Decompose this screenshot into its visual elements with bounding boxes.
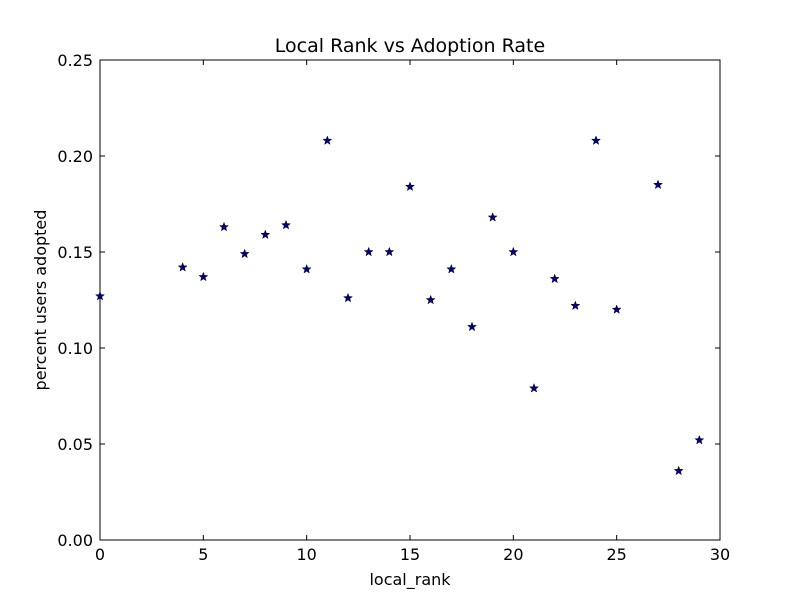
data-point xyxy=(466,321,478,332)
data-point xyxy=(487,212,498,222)
data-point xyxy=(425,294,436,305)
data-point xyxy=(508,246,519,257)
data-point xyxy=(590,135,602,145)
x-tick-label: 30 xyxy=(710,545,730,564)
data-point xyxy=(673,465,684,476)
y-tick-label: 0.05 xyxy=(57,435,93,454)
x-tick-label: 15 xyxy=(400,545,420,564)
data-point xyxy=(260,229,271,240)
y-axis-ticks: 0.00 0.05 0.10 0.15 0.20 0.25 xyxy=(57,51,720,550)
data-point xyxy=(177,262,188,272)
data-point xyxy=(239,248,250,259)
data-point xyxy=(611,304,622,314)
x-tick-label: 5 xyxy=(198,545,208,564)
data-point xyxy=(652,179,664,190)
data-point xyxy=(404,181,416,192)
plot-area-frame xyxy=(99,59,721,541)
data-point xyxy=(342,292,354,303)
data-point xyxy=(446,263,457,274)
y-tick-label: 0.10 xyxy=(57,339,93,358)
y-axis-label: percent users adopted xyxy=(31,210,50,391)
y-tick-label: 0.20 xyxy=(57,147,93,166)
data-point xyxy=(528,382,540,393)
data-point xyxy=(280,219,292,230)
data-points xyxy=(94,135,705,476)
y-tick-label: 0.15 xyxy=(57,243,93,262)
data-point xyxy=(218,221,230,232)
data-point xyxy=(570,300,581,311)
chart-title: Local Rank vs Adoption Rate xyxy=(275,35,545,57)
data-point xyxy=(94,290,106,301)
y-tick-label: 0.00 xyxy=(57,531,93,550)
data-point xyxy=(384,246,395,257)
data-point xyxy=(549,273,560,284)
data-point xyxy=(301,263,312,274)
x-axis-ticks: 0 5 10 15 20 25 30 xyxy=(95,60,730,564)
x-tick-label: 0 xyxy=(95,545,105,564)
x-axis-label: local_rank xyxy=(369,570,451,590)
data-point xyxy=(694,434,705,445)
data-point xyxy=(198,271,209,282)
x-tick-label: 10 xyxy=(296,545,316,564)
x-tick-label: 20 xyxy=(503,545,523,564)
y-tick-label: 0.25 xyxy=(57,51,93,70)
data-point xyxy=(322,135,333,145)
data-point xyxy=(363,246,374,257)
x-tick-label: 25 xyxy=(606,545,626,564)
